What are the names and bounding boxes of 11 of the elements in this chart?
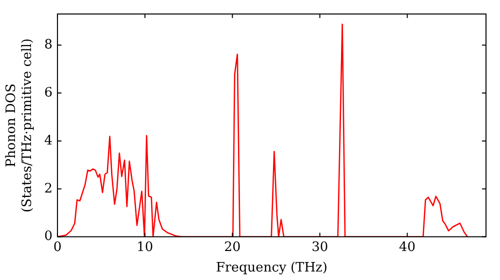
y-axis-title: Phonon DOS (States/THz·primitive cell): [4, 38, 35, 212]
y-tick-label: 0: [44, 229, 52, 244]
y-tick-label: 8: [44, 38, 52, 53]
x-tick-label: 30: [312, 240, 328, 255]
y-tick-label: 4: [44, 133, 52, 148]
y-tick-label: 2: [44, 181, 52, 196]
x-tick-label: 10: [136, 240, 154, 255]
x-tick-label: 20: [224, 240, 241, 255]
x-tick-label: 40: [399, 240, 416, 255]
y-tick-label: 6: [44, 85, 52, 100]
x-axis-title: Frequency (THz): [216, 260, 328, 276]
